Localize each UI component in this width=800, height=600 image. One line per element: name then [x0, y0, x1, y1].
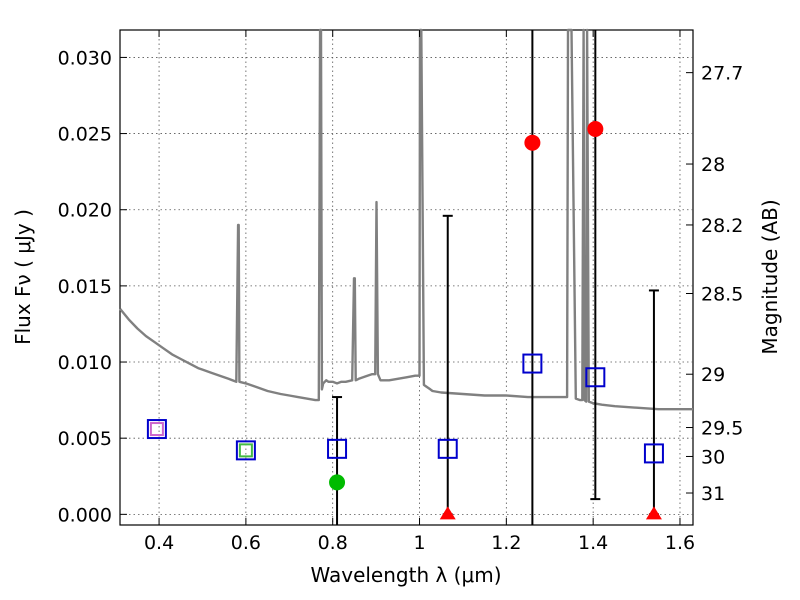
- x-tick-label: 1.4: [578, 532, 608, 554]
- data-markers: [146, 121, 664, 520]
- plot-frame: [119, 29, 694, 526]
- y-tick-label: 0.025: [58, 124, 112, 146]
- mag-tick-label: 30: [701, 446, 725, 468]
- model-flux-square: [522, 353, 543, 374]
- x-tick-label: 1: [413, 532, 425, 554]
- x-tick-label: 0.8: [318, 532, 348, 554]
- y-tick-label: 0.000: [58, 504, 112, 526]
- x-tick-label: 0.4: [144, 532, 174, 554]
- y-tick-label: 0.010: [58, 352, 112, 374]
- y-axis-title: Flux Fν ( μJy ): [11, 209, 35, 345]
- mag-tick-label: 28: [701, 154, 725, 176]
- model-flux-square: [235, 440, 256, 461]
- inner-filter-square: [238, 443, 253, 458]
- model-flux-square: [585, 367, 606, 388]
- y-tick-label: 0.030: [58, 47, 112, 69]
- upper-limit-triangle: [645, 506, 662, 520]
- inner-filter-square: [149, 422, 164, 437]
- mag-tick-label: 31: [701, 483, 725, 505]
- x-tick-label: 0.6: [231, 532, 261, 554]
- y-tick-label: 0.020: [58, 200, 112, 222]
- y2-axis-title: Magnitude (AB): [758, 199, 782, 354]
- x-tick-label: 1.6: [665, 532, 695, 554]
- model-flux-square: [437, 438, 458, 459]
- upper-limit-triangle: [439, 506, 456, 520]
- model-flux-square: [327, 438, 348, 459]
- measurement-point: [587, 121, 604, 137]
- y-tick-label: 0.015: [58, 276, 112, 298]
- model-flux-square: [643, 443, 664, 464]
- mag-tick-label: 27.7: [701, 63, 743, 85]
- x-tick-label: 1.2: [491, 532, 521, 554]
- mag-tick-label: 28.2: [701, 215, 743, 237]
- mag-tick-label: 29: [701, 364, 725, 386]
- axis-ticks: 0.4 0.6 0.8 1 1.2 1.4 1.6 0.000 0.005 0.010 0.015 0…: [58, 30, 743, 554]
- mag-tick-label: 28.5: [701, 283, 743, 305]
- error-bars: [332, 30, 659, 525]
- x-axis-title: Wavelength λ (μm): [310, 563, 501, 587]
- spectrum-line: [119, 28, 693, 411]
- measurement-point: [524, 134, 541, 151]
- y-tick-label: 0.005: [58, 428, 112, 450]
- mag-tick-label: 29.5: [701, 418, 743, 440]
- model-flux-square: [146, 419, 167, 440]
- model-spectrum: [119, 28, 693, 411]
- detection-point: [329, 474, 346, 491]
